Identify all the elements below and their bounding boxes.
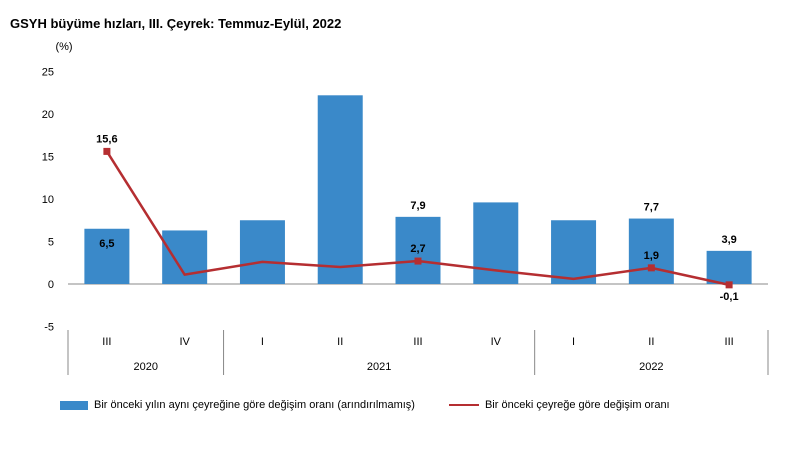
y-tick-label: 15 [42,152,54,164]
x-tick-label-quarter: III [725,336,734,348]
x-tick-label-quarter: III [413,336,422,348]
x-tick-label-quarter: IV [179,336,190,348]
x-tick-label-quarter: I [261,336,264,348]
bar-yoy-3 [317,95,363,284]
y-axis-unit-label: (%) [55,41,72,53]
bar-yoy-7 [628,218,674,284]
bar-data-label: 7,7 [644,202,659,214]
x-tick-label-quarter: IV [491,336,502,348]
bar-yoy-6 [551,220,597,284]
x-tick-label-year: 2021 [367,361,391,373]
legend-swatch-bar [60,400,88,410]
y-tick-label: 5 [48,237,54,249]
legend-swatch-line [448,404,479,406]
bar-data-label: 3,9 [721,234,736,246]
legend-item-line: Bir önceki çeyreğe göre değişim oranı [448,399,670,411]
bar-yoy-4 [395,216,441,284]
y-tick-label: 10 [42,194,54,206]
x-tick-label-quarter: II [648,336,654,348]
y-tick-label: -5 [44,322,54,334]
legend-label-bar: Bir önceki yılın aynı çeyreğine göre değ… [94,399,415,411]
line-data-label: 1,9 [644,250,659,262]
bar-yoy-8 [706,250,752,284]
line-point-marker [647,264,655,272]
bar-yoy-0 [84,228,130,284]
line-point-marker [414,257,422,265]
x-tick-label-year: 2022 [639,361,663,373]
y-tick-label: 25 [42,67,54,79]
x-tick-label-quarter: II [337,336,343,348]
bar-yoy-2 [239,220,285,284]
line-data-label: -0,1 [720,291,739,303]
legend-item-bar: Bir önceki yılın aynı çeyreğine göre değ… [60,399,415,411]
legend-label-line: Bir önceki çeyreğe göre değişim oranı [484,399,670,411]
x-tick-label-quarter: I [572,336,575,348]
x-tick-label-quarter: III [102,336,111,348]
legend: Bir önceki yılın aynı çeyreğine göre değ… [60,399,670,411]
line-point-marker [103,147,111,155]
bar-yoy-1 [162,230,208,284]
chart-title: GSYH büyüme hızları, III. Çeyrek: Temmuz… [10,16,342,31]
line-point-marker [725,281,733,289]
y-tick-label: 20 [42,109,54,121]
x-tick-label-year: 2020 [134,361,158,373]
bar-data-label: 7,9 [410,200,425,212]
y-tick-label: 0 [48,279,54,291]
line-data-label: 15,6 [96,133,117,145]
line-data-label: 2,7 [410,243,425,255]
bar-data-label: 6,5 [99,238,114,250]
